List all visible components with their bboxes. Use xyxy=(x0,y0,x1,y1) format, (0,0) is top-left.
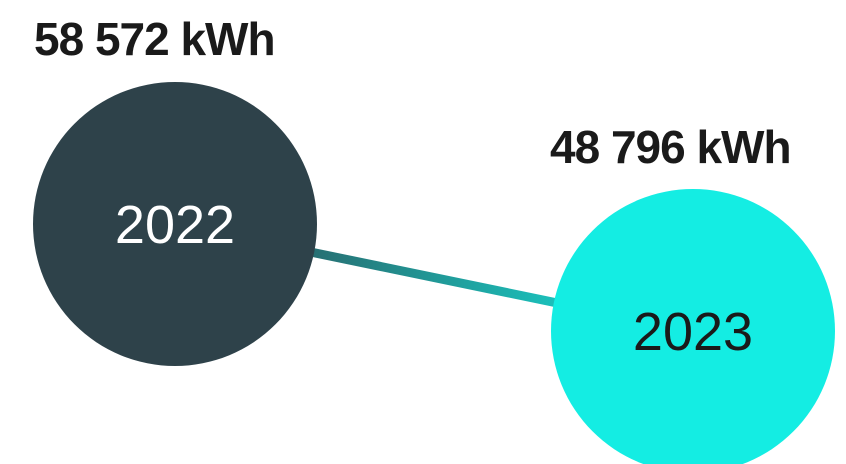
bubble-2022 xyxy=(33,82,317,366)
bubble-label-2022: 2022 xyxy=(115,195,235,255)
bubble-label-2023: 2023 xyxy=(633,302,753,362)
bubble-2023 xyxy=(551,189,835,464)
value-label-2023: 48 796 kWh xyxy=(550,121,792,173)
value-label-2022: 58 572 kWh xyxy=(34,13,276,65)
